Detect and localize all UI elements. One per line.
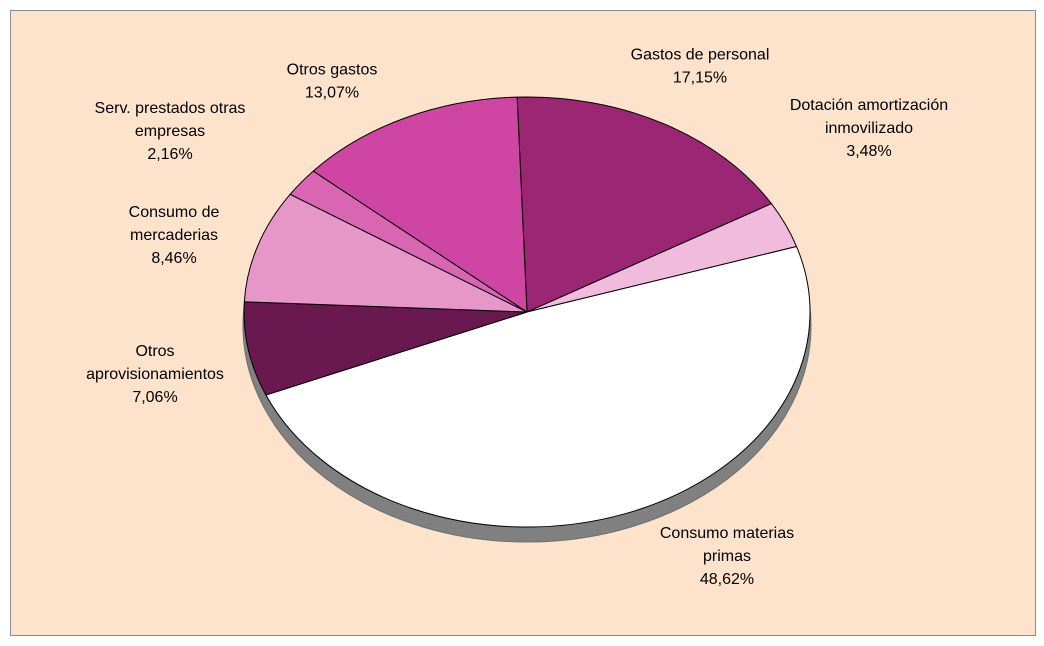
slice-percent-label: 17,15% — [673, 70, 727, 87]
slice-name-label: Otros gastos — [287, 62, 378, 79]
slice-name-label: aprovisionamientos — [86, 366, 224, 383]
slice-percent-label: 48,62% — [700, 571, 754, 588]
slice-name-label: Serv. prestados otras — [95, 100, 246, 117]
slice-name-label: Gastos de personal — [631, 47, 770, 64]
slice-percent-label: 13,07% — [305, 85, 359, 102]
slice-name-label: mercaderias — [130, 227, 218, 244]
slice-name-label: Dotación amortización — [790, 97, 948, 114]
slice-label-1: Gastos de personal 17,15% — [631, 47, 770, 87]
slice-percent-label: 2,16% — [147, 146, 192, 163]
slice-name-label: Consumo de — [129, 204, 220, 221]
slice-label-6: Serv. prestados otras empresas 2,16% — [95, 100, 246, 163]
slice-name-label: primas — [703, 548, 751, 565]
slice-label-2: Dotación amortización inmovilizado 3,48% — [790, 97, 948, 160]
pie-slice-4 — [243, 301, 528, 396]
slice-percent-label: 3,48% — [846, 143, 891, 160]
pie-slice-5 — [243, 193, 528, 313]
pie-slice-3 — [265, 246, 811, 528]
slice-percent-label: 7,06% — [132, 389, 177, 406]
slice-name-label: Otros — [135, 343, 174, 360]
slice-name-label: empresas — [135, 123, 205, 140]
slice-label-4: Otros aprovisionamientos 7,06% — [86, 343, 224, 406]
pie-slice-7 — [312, 96, 528, 313]
slice-percent-label: 8,46% — [151, 250, 196, 267]
slice-name-label: Consumo materias — [660, 525, 794, 542]
chart-area: Gastos de personal 17,15% Dotación amortiz… — [10, 10, 1036, 636]
pie-slice-1 — [516, 96, 772, 313]
slice-label-7: Otros gastos 13,07% — [287, 62, 378, 102]
slice-label-5: Consumo de mercaderias 8,46% — [129, 204, 220, 267]
pie-chart: Gastos de personal 17,15% Dotación amortiz… — [86, 47, 948, 589]
slice-name-label: inmovilizado — [825, 120, 913, 137]
slice-label-3: Consumo materias primas 48,62% — [660, 525, 794, 588]
